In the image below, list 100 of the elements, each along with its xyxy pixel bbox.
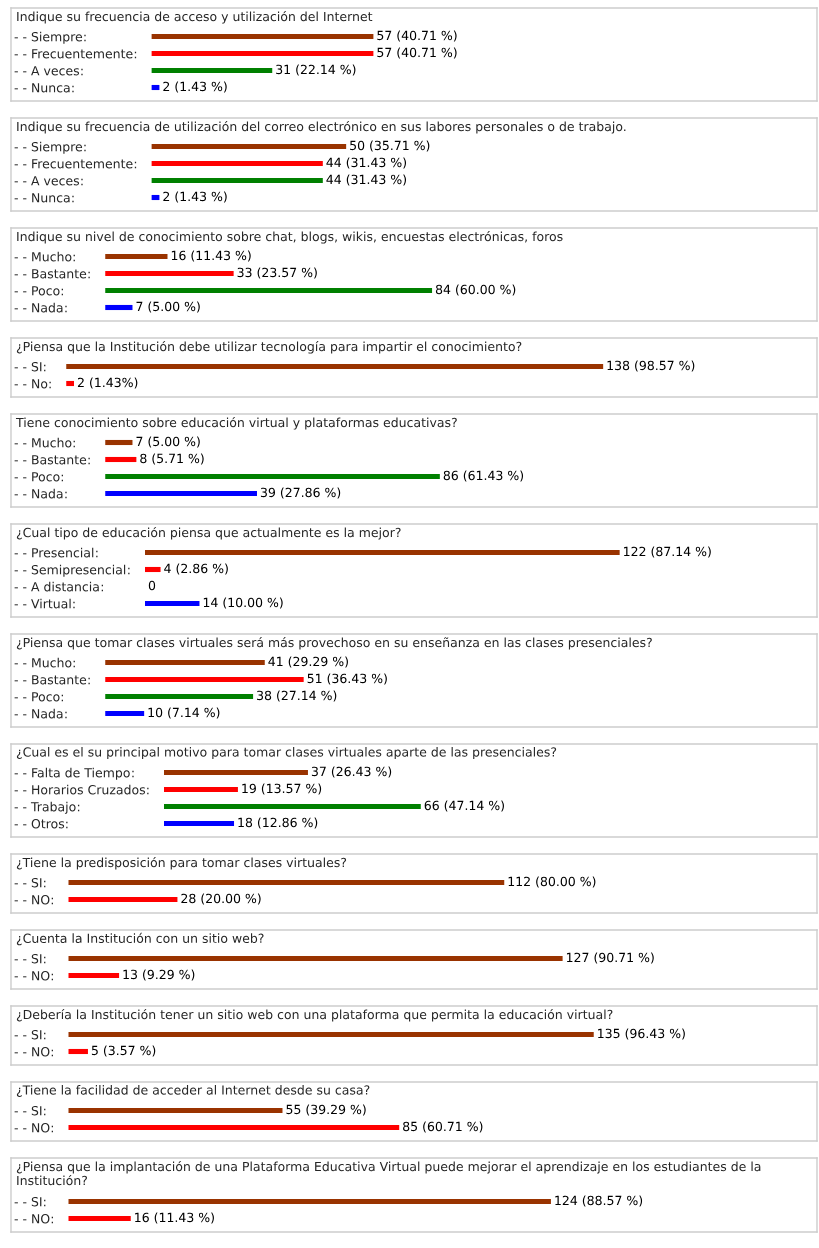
- data-label: 124 (88.57 %): [555, 1195, 643, 1207]
- y-tick-label: - - NO: [14, 970, 50, 981]
- text: :: [65, 305, 67, 313]
- bar: [164, 803, 421, 810]
- data-label: 127 (90.71 %): [566, 952, 654, 964]
- text: :: [44, 1108, 46, 1116]
- chart-title: ¿Cual tipo de educación piensa que actualmente es la mejor?: [16, 527, 401, 540]
- y-tick-label: - - Poco: [14, 286, 60, 296]
- data-label: 8 (5.71 %): [140, 453, 204, 465]
- y-tick-label: - - Siempre: [14, 141, 83, 154]
- y-tick-label: - - SI: [14, 1196, 42, 1207]
- data-label: 16 (11.43 %): [171, 250, 251, 262]
- y-tick-label: - - NO: [14, 1122, 50, 1133]
- chart-title: ¿Piensa que la implantación de una Plataforma Educativa Virtual puede mejorar el aprendizaje en los estudiantes de la Institución?: [16, 1161, 761, 1186]
- data-label: 39 (27.86 %): [260, 487, 341, 499]
- text: :: [81, 68, 83, 76]
- text: :: [84, 144, 86, 152]
- data-label: 33 (23.57 %): [237, 267, 317, 279]
- chart-title: Indique su nivel de conocimiento sobre chat, blogs, wikis, encuestas electrónicas, foros: [17, 231, 563, 244]
- data-label: 112 (80.00 %): [508, 876, 596, 888]
- text: :: [72, 195, 74, 203]
- bar: [105, 270, 234, 277]
- data-label: 86 (61.43 %): [443, 470, 524, 482]
- text: :: [134, 161, 137, 169]
- y-tick-label: - - A distancia: [14, 581, 99, 592]
- chart-title: Tiene conocimiento sobre educación virtual y plataformas educativas?: [15, 417, 457, 430]
- text: :: [49, 381, 51, 389]
- chart-title: ¿Tiene la facilidad de acceder al Internet desde su casa?: [16, 1085, 370, 1097]
- y-tick-label: - - Mucho: [14, 251, 72, 262]
- y-tick-label: - - Mucho: [14, 657, 72, 668]
- y-tick-label: - - Nada: [14, 488, 63, 499]
- text: :: [128, 567, 130, 575]
- data-label: 10 (7.14 %): [148, 707, 220, 719]
- text: :: [61, 474, 63, 482]
- bar: [105, 473, 440, 480]
- text: :: [81, 178, 83, 186]
- y-tick-label: - - SI: [14, 1105, 42, 1116]
- y-tick-label: - - Nunca: [14, 83, 70, 93]
- data-label: 44 (31.43 %): [326, 157, 407, 169]
- data-label: 84 (60.00 %): [435, 284, 516, 296]
- text: :: [44, 956, 46, 964]
- chart-title: ¿Debería la Institución tener un sitio web con una plataforma que permita la educación virtual?: [16, 1009, 613, 1022]
- y-tick-label: - - Nada: [14, 708, 63, 719]
- data-label: 4 (2.86 %): [164, 563, 228, 575]
- chart-title: Indique su frecuencia de acceso y utilización del Internet: [17, 11, 373, 24]
- y-tick-label: - - SI: [14, 1029, 42, 1040]
- data-label: 0: [148, 580, 156, 591]
- text: :: [61, 694, 63, 702]
- y-tick-label: - - Poco: [14, 692, 60, 702]
- y-tick-label: - - Siempre: [14, 31, 83, 44]
- text: :: [88, 677, 90, 685]
- data-label: 44 (31.43 %): [326, 174, 407, 186]
- y-tick-label: - - No: [14, 379, 48, 389]
- data-label: 138 (98.57 %): [607, 360, 695, 372]
- text: :: [65, 711, 67, 719]
- y-tick-label: - - Nunca: [14, 193, 70, 203]
- text: :: [51, 897, 53, 905]
- data-label: 7 (5.00 %): [136, 301, 200, 313]
- bar: [105, 659, 265, 666]
- text: :: [73, 601, 75, 609]
- bar: [164, 769, 308, 776]
- bar: [105, 439, 133, 446]
- data-label: 38 (27.14 %): [257, 690, 337, 702]
- data-label: 51 (36.43 %): [307, 673, 387, 685]
- data-label: 19 (13.57 %): [242, 783, 322, 795]
- text: :: [51, 1125, 53, 1133]
- text: :: [61, 288, 63, 296]
- text: :: [73, 440, 75, 448]
- bar: [105, 490, 257, 497]
- text: :: [101, 584, 103, 592]
- data-label: 31 (22.14 %): [276, 64, 356, 76]
- data-label: 28 (20.00 %): [181, 893, 261, 905]
- data-label: 13 (9.29 %): [123, 969, 195, 981]
- y-tick-label: - - Bastante: [14, 269, 87, 279]
- data-label: 18 (12.86 %): [238, 817, 318, 829]
- y-tick-label: - - Bastante: [14, 455, 87, 465]
- data-label: 55 (39.29 %): [286, 1104, 366, 1116]
- y-tick-label: - - Frecuentemente: [14, 49, 133, 59]
- bar: [105, 304, 133, 311]
- y-tick-label: - - SI: [14, 953, 42, 964]
- bar: [164, 820, 235, 827]
- data-label: 122 (87.14 %): [624, 546, 711, 558]
- text: :: [88, 271, 90, 279]
- y-tick-label: - - Trabajo: [14, 801, 76, 814]
- text: :: [44, 1199, 46, 1207]
- y-tick-label: - - A veces: [14, 176, 80, 186]
- text: :: [51, 1216, 53, 1224]
- text: :: [73, 660, 75, 668]
- text: :: [66, 821, 68, 829]
- text: :: [44, 1032, 46, 1040]
- data-label: 14 (10.00 %): [203, 597, 283, 609]
- data-label: 66 (47.14 %): [424, 800, 504, 812]
- text: :: [65, 491, 67, 499]
- chart-title: ¿Cual es el su principal motivo para tomar clases virtuales aparte de las presenciales?: [16, 747, 557, 760]
- bar: [105, 287, 433, 294]
- y-tick-label: - - A veces: [14, 66, 80, 76]
- y-tick-label: - - Bastante: [14, 675, 87, 685]
- data-label: 5 (3.57 %): [91, 1045, 156, 1057]
- chart-title: Indique su frecuencia de utilización del correo electrónico en sus labores personales o de trabajo.: [17, 121, 626, 134]
- text: :: [72, 85, 74, 93]
